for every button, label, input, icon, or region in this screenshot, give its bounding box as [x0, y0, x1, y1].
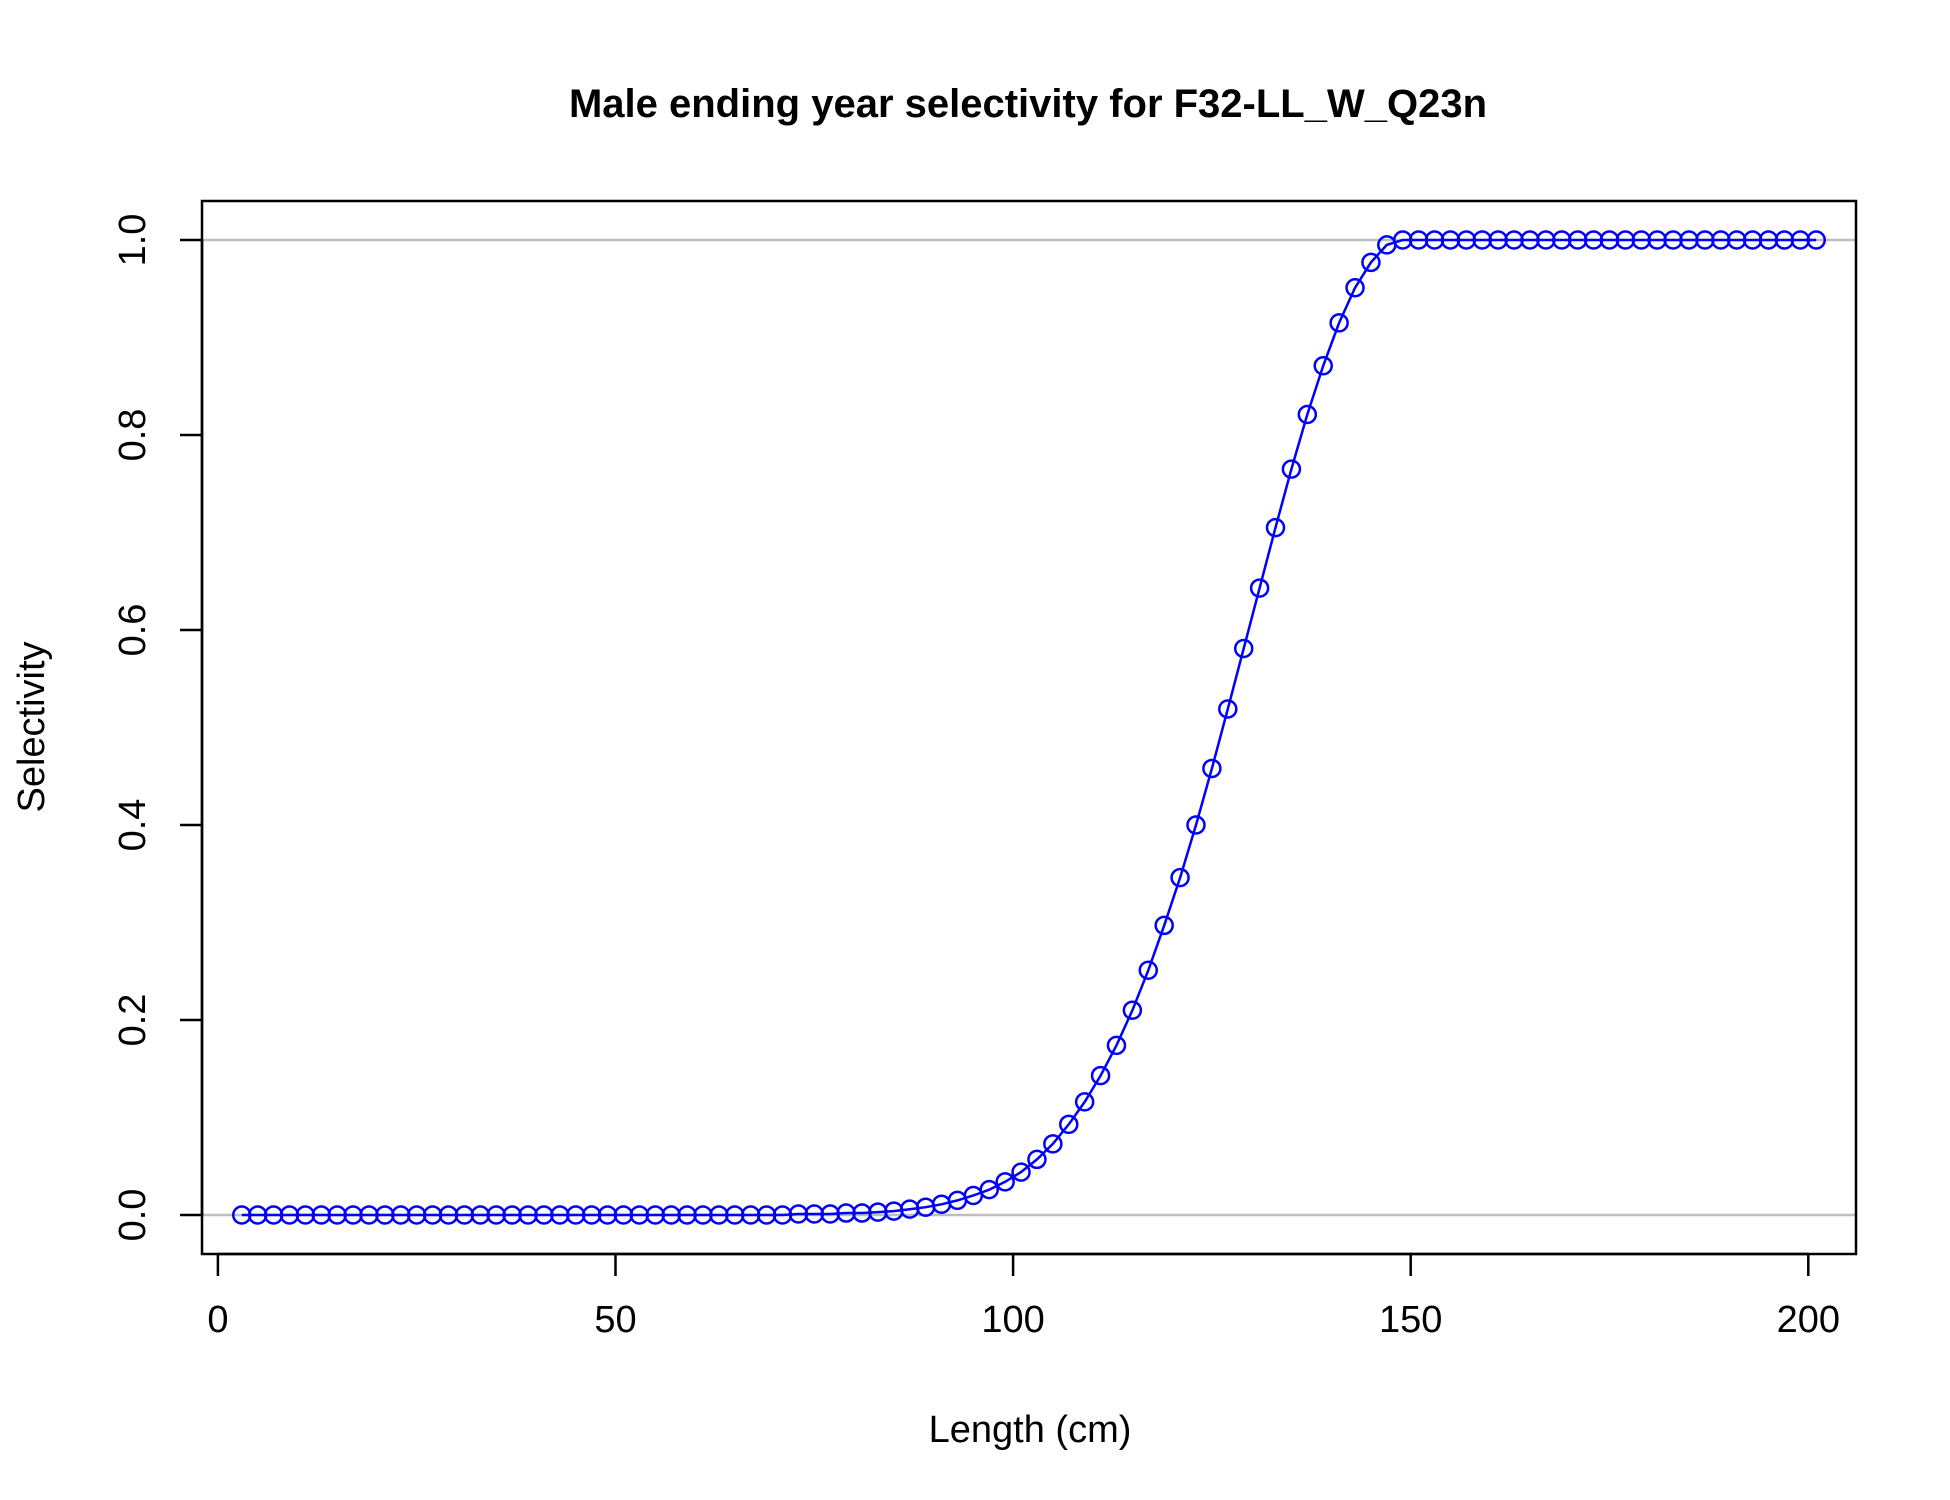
data-point [1059, 1114, 1079, 1135]
data-point [1345, 278, 1365, 298]
data-point [1138, 960, 1159, 981]
data-point [1170, 867, 1190, 888]
data-point [995, 1172, 1015, 1192]
x-axis-label: Length (cm) [929, 1409, 1132, 1451]
y-tick-label-3: 0.6 [112, 604, 154, 657]
plot-frame [200, 199, 1858, 1256]
data-point [1106, 1035, 1127, 1056]
data-point [979, 1179, 999, 1200]
data-point [1027, 1149, 1047, 1170]
data-point [1361, 252, 1381, 273]
x-tick-label-2: 100 [981, 1299, 1044, 1341]
data-point [1011, 1162, 1031, 1182]
x-axis: 0 50 100 150 200 [207, 1252, 1840, 1341]
data-point [1329, 313, 1349, 333]
chart-title: Male ending year selectivity for F32-LL_… [569, 82, 1487, 126]
x-tick-label-3: 150 [1379, 1299, 1442, 1341]
data-point [1281, 459, 1302, 479]
x-tick-label-0: 0 [207, 1299, 228, 1341]
x-tick-label-4: 200 [1777, 1299, 1840, 1341]
data-point [1297, 404, 1318, 425]
data-point [1233, 638, 1254, 659]
data-point [1043, 1134, 1063, 1154]
x-tick-label-1: 50 [594, 1299, 636, 1341]
data-point [1154, 915, 1174, 936]
data-point [1249, 578, 1270, 598]
data-point [1313, 356, 1333, 376]
series-line-0 [241, 238, 1817, 1217]
y-tick-label-5: 1.0 [112, 214, 154, 267]
y-axis-label: Selectivity [11, 641, 53, 812]
data-point [1122, 1000, 1143, 1020]
y-tick-label-0: 0.0 [112, 1189, 154, 1242]
y-tick-label-1: 0.2 [112, 994, 154, 1047]
data-point [1265, 517, 1286, 538]
y-tick-label-4: 0.8 [112, 409, 154, 462]
series-selectivity [232, 230, 1826, 1225]
data-point [1186, 815, 1206, 835]
data-point [1806, 230, 1826, 250]
data-point [1074, 1092, 1095, 1112]
data-point [1202, 758, 1222, 779]
data-point [1218, 699, 1238, 719]
y-axis: 0.0 0.2 0.4 0.6 0.8 1.0 [112, 214, 204, 1242]
reference-lines [202, 238, 1856, 1217]
data-point [1090, 1065, 1111, 1086]
y-tick-label-2: 0.4 [112, 799, 154, 852]
